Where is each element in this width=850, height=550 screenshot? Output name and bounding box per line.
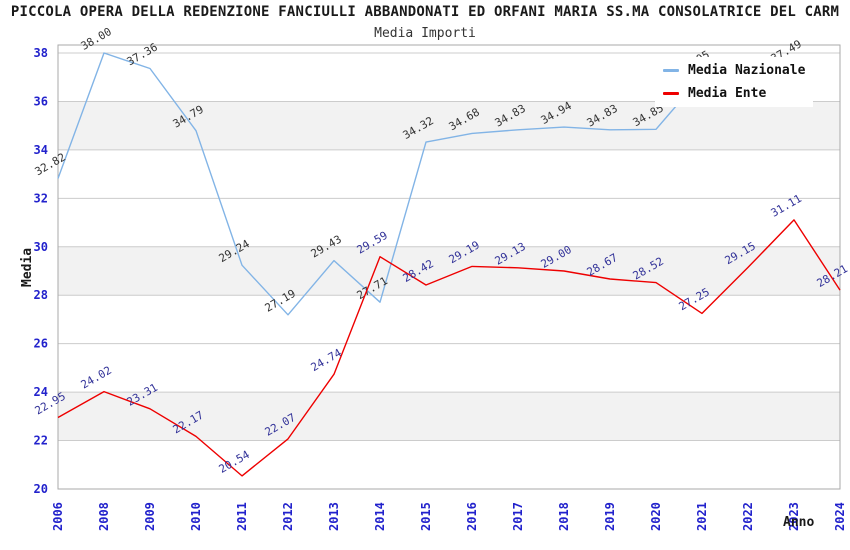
legend-item-media-ente: Media Ente <box>655 86 813 101</box>
plot-border <box>57 44 841 490</box>
data-label: 24.74 <box>309 346 345 374</box>
y-tick-label: 24 <box>34 385 48 399</box>
y-axis-title: Media <box>20 247 35 287</box>
x-tick-label-2015: 2015 <box>419 502 433 531</box>
x-tick-label-2009: 2009 <box>143 502 157 531</box>
y-tick-label: 22 <box>34 434 48 448</box>
data-label: 31.11 <box>769 192 804 220</box>
legend-item-media-nazionale: Media Nazionale <box>655 63 813 78</box>
y-tick-label: 28 <box>34 288 48 302</box>
x-tick-label-2014: 2014 <box>373 502 387 531</box>
x-tick-label-2008: 2008 <box>97 502 111 531</box>
y-tick-label: 20 <box>34 482 48 496</box>
y-tick-label: 34 <box>34 143 48 157</box>
y-tick-label: 30 <box>34 240 48 254</box>
legend-label-ente: Media Ente <box>688 86 767 101</box>
y-tick-label: 26 <box>34 337 48 351</box>
data-label: 38.00 <box>79 25 114 53</box>
x-tick-label-2018: 2018 <box>557 502 571 531</box>
x-axis-title: Anno <box>783 515 815 530</box>
data-label: 24.02 <box>79 364 114 392</box>
y-tick-label: 36 <box>34 94 48 108</box>
x-tick-label-2023: 2023 <box>787 502 801 531</box>
x-tick-label-2006: 2006 <box>51 502 65 531</box>
series-line-media-ente <box>57 219 841 477</box>
y-tick-label: 38 <box>34 46 48 60</box>
line-swatch-ente <box>663 92 679 95</box>
legend: Media Nazionale Media Ente <box>655 57 813 107</box>
x-tick-label-2019: 2019 <box>603 502 617 531</box>
line-swatch-nazionale <box>663 69 679 72</box>
x-tick-label-2013: 2013 <box>327 502 341 531</box>
legend-label-nazionale: Media Nazionale <box>688 63 806 78</box>
x-tick-label-2012: 2012 <box>281 502 295 531</box>
x-tick-label-2020: 2020 <box>649 502 663 531</box>
x-tick-label-2010: 2010 <box>189 502 203 531</box>
band-34-36 <box>58 101 840 150</box>
x-tick-label-2016: 2016 <box>465 502 479 531</box>
y-tick-label: 32 <box>34 191 48 205</box>
x-tick-label-2021: 2021 <box>695 502 709 531</box>
x-tick-label-2011: 2011 <box>235 502 249 531</box>
x-tick-label-2017: 2017 <box>511 502 525 531</box>
band-28-30 <box>58 246 840 296</box>
chart-title: PICCOLA OPERA DELLA REDENZIONE FANCIULLI… <box>10 4 840 20</box>
chart-subtitle: Media Importi <box>374 26 476 41</box>
x-tick-label-2022: 2022 <box>741 502 755 531</box>
x-tick-label-2024: 2024 <box>833 502 847 531</box>
series-line-media-nazionale <box>57 52 795 316</box>
